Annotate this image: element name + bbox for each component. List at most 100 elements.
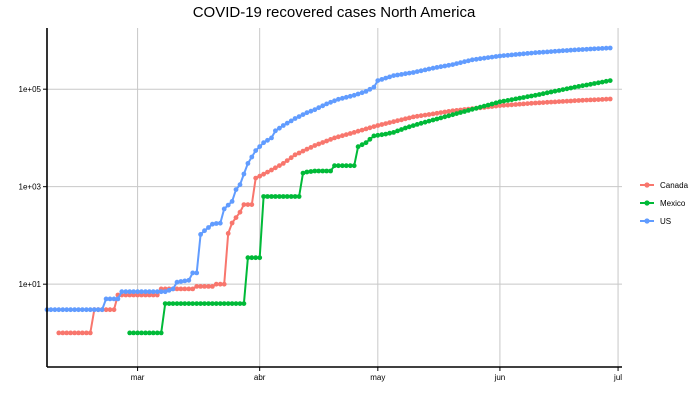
data-point (103, 296, 109, 302)
data-point (493, 100, 499, 106)
data-point (312, 143, 318, 148)
data-point (395, 128, 400, 134)
data-point (497, 103, 503, 108)
data-point (513, 52, 519, 57)
data-point (336, 134, 341, 140)
data-point (572, 98, 578, 104)
data-point (292, 116, 298, 121)
data-point (64, 330, 70, 336)
data-point (477, 56, 483, 62)
data-point (430, 117, 436, 123)
data-point (584, 82, 589, 88)
data-point (300, 170, 306, 176)
data-point (328, 137, 333, 142)
data-point (359, 127, 365, 133)
legend-item-us: US (640, 217, 671, 226)
series-group (44, 45, 613, 336)
data-point (596, 80, 601, 86)
data-point (288, 155, 294, 161)
data-point (269, 194, 274, 199)
data-point (533, 50, 538, 56)
data-point (158, 289, 164, 295)
data-point (68, 307, 73, 313)
data-point (277, 163, 282, 169)
data-point (190, 286, 196, 292)
data-point (308, 169, 314, 174)
data-point (525, 101, 530, 106)
data-point (288, 118, 294, 124)
data-point (194, 301, 200, 306)
data-point (237, 209, 243, 215)
data-point (450, 112, 456, 118)
data-point (72, 307, 77, 313)
data-point (210, 301, 215, 306)
data-point (540, 100, 546, 105)
data-point (174, 279, 180, 285)
data-point (497, 99, 503, 105)
data-point (481, 55, 487, 61)
data-point (182, 286, 188, 292)
data-point (91, 307, 97, 313)
data-point (80, 307, 85, 313)
data-point (371, 84, 377, 90)
data-point (221, 301, 227, 306)
grid-lines (47, 28, 622, 367)
data-point (150, 330, 156, 336)
data-point (438, 115, 444, 121)
data-point (536, 50, 542, 55)
data-point (403, 71, 408, 77)
data-point (454, 61, 459, 66)
data-point (229, 220, 235, 226)
data-point (351, 163, 357, 169)
data-point (596, 46, 601, 51)
data-point (469, 57, 475, 63)
data-point (592, 46, 597, 52)
data-point (127, 330, 133, 336)
data-point (296, 194, 302, 199)
data-point (343, 132, 349, 138)
data-point (584, 97, 589, 103)
data-point (95, 307, 101, 313)
data-point (599, 79, 605, 85)
data-point (576, 47, 582, 53)
data-point (249, 154, 255, 160)
data-point (438, 64, 444, 70)
data-point (466, 58, 471, 64)
data-point (418, 120, 424, 126)
data-point (328, 99, 333, 105)
data-point (217, 301, 223, 306)
data-point (190, 301, 196, 306)
data-point (580, 47, 585, 52)
data-point (206, 225, 211, 230)
x-tick-label: jun (494, 373, 506, 382)
data-point (426, 66, 432, 72)
data-point (56, 330, 62, 336)
data-point (403, 125, 408, 131)
data-point (379, 77, 385, 82)
data-point (599, 46, 605, 51)
data-point (501, 98, 507, 104)
data-point (548, 49, 554, 54)
data-point (135, 330, 141, 336)
data-point (308, 145, 314, 150)
data-point (351, 130, 357, 135)
data-point (147, 292, 152, 298)
data-point (603, 78, 609, 84)
data-point (265, 169, 270, 175)
x-tick-label: jul (613, 373, 622, 382)
data-point (221, 206, 227, 212)
data-point (548, 89, 554, 95)
data-point (107, 296, 113, 302)
data-point (375, 78, 381, 83)
data-point (450, 62, 456, 67)
data-point (422, 67, 428, 73)
data-point (72, 330, 77, 336)
data-point (300, 148, 306, 154)
data-point (336, 163, 341, 169)
data-point (450, 108, 456, 114)
data-point (261, 171, 266, 177)
data-point (351, 92, 357, 98)
data-point (265, 194, 270, 199)
data-point (99, 307, 105, 313)
data-point (261, 140, 266, 146)
